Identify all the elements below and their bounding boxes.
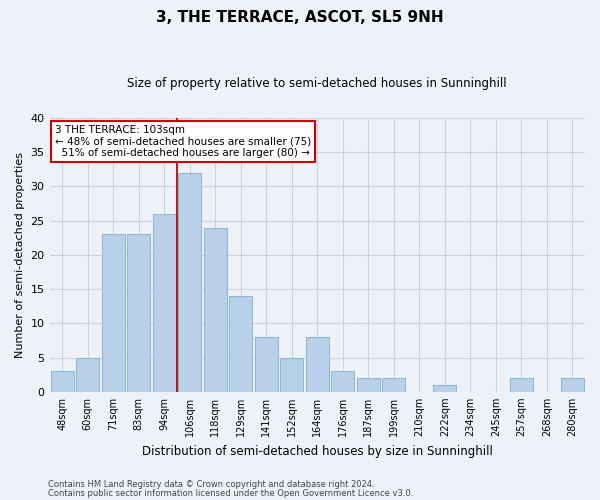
Bar <box>76 358 99 392</box>
Bar <box>510 378 533 392</box>
Bar <box>382 378 405 392</box>
Bar <box>102 234 125 392</box>
Text: Contains public sector information licensed under the Open Government Licence v3: Contains public sector information licen… <box>48 488 413 498</box>
Bar <box>51 372 74 392</box>
Bar <box>153 214 176 392</box>
Title: Size of property relative to semi-detached houses in Sunninghill: Size of property relative to semi-detach… <box>127 78 507 90</box>
Bar <box>306 337 329 392</box>
Text: 3 THE TERRACE: 103sqm
← 48% of semi-detached houses are smaller (75)
  51% of se: 3 THE TERRACE: 103sqm ← 48% of semi-deta… <box>55 125 311 158</box>
Bar <box>280 358 303 392</box>
Y-axis label: Number of semi-detached properties: Number of semi-detached properties <box>15 152 25 358</box>
Bar <box>433 385 456 392</box>
Bar <box>127 234 150 392</box>
Text: 3, THE TERRACE, ASCOT, SL5 9NH: 3, THE TERRACE, ASCOT, SL5 9NH <box>156 10 444 25</box>
Bar <box>229 296 252 392</box>
Text: Contains HM Land Registry data © Crown copyright and database right 2024.: Contains HM Land Registry data © Crown c… <box>48 480 374 489</box>
Bar <box>561 378 584 392</box>
Bar <box>357 378 380 392</box>
Bar <box>204 228 227 392</box>
Bar <box>255 337 278 392</box>
Bar <box>331 372 354 392</box>
Bar <box>178 173 201 392</box>
X-axis label: Distribution of semi-detached houses by size in Sunninghill: Distribution of semi-detached houses by … <box>142 444 493 458</box>
